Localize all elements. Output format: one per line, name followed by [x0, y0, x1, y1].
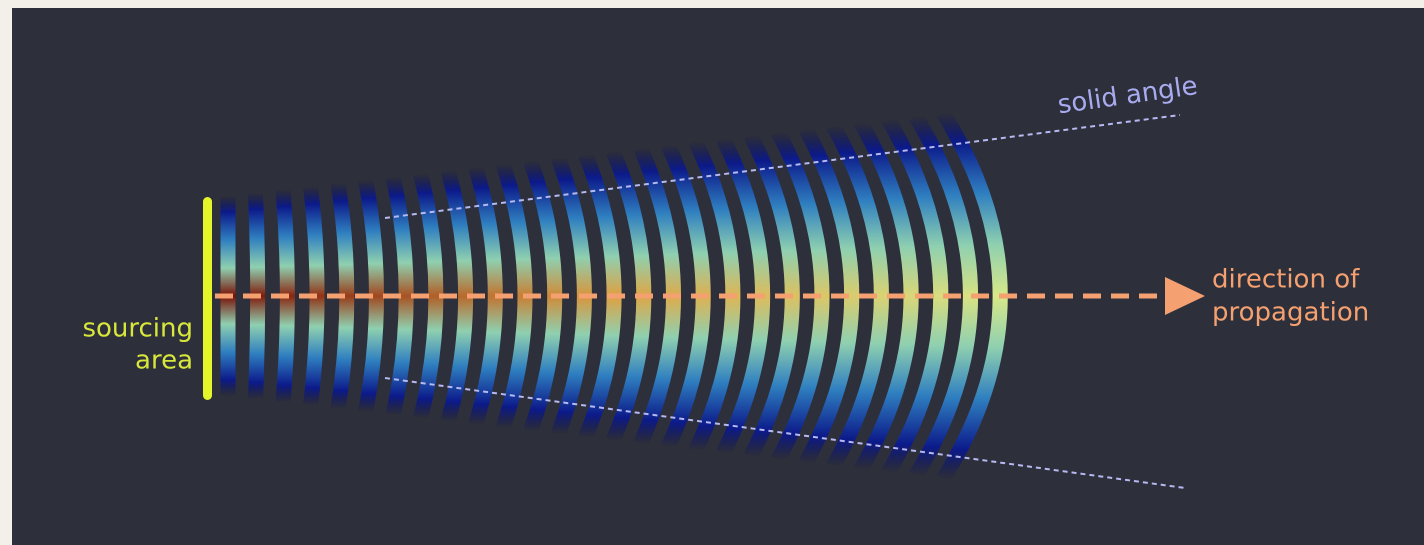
- source-bar: [203, 197, 212, 400]
- direction-label: direction of: [1212, 265, 1360, 295]
- diagram: solid angle direction of propagation sou…: [0, 0, 1424, 545]
- source-label: area: [135, 346, 193, 376]
- source-label: sourcing: [82, 314, 193, 344]
- direction-label: propagation: [1212, 298, 1369, 328]
